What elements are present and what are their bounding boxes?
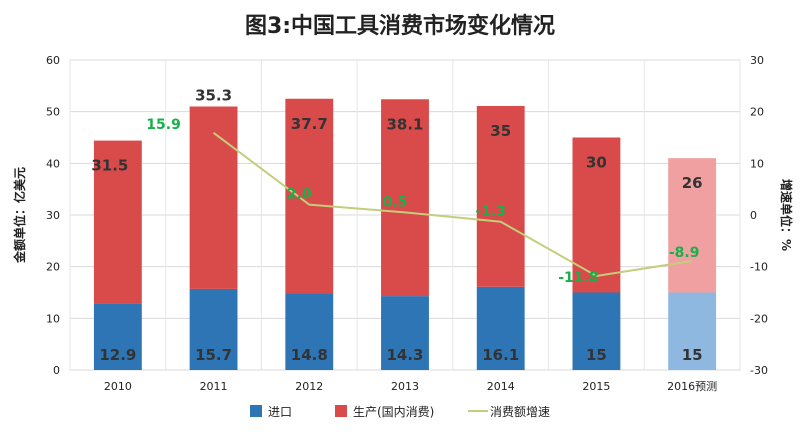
data-label-import: 12.9	[99, 346, 136, 364]
data-label-growth: -11.8	[558, 270, 598, 286]
legend-entry: 消费额增速	[490, 405, 550, 419]
bar-series	[93, 98, 717, 370]
x-tick-label: 2011	[200, 380, 228, 393]
data-label-growth: 15.9	[146, 117, 181, 133]
data-label-production: 35.3	[195, 87, 232, 105]
bar-import-2015	[572, 292, 621, 370]
x-tick-label: 2015	[582, 380, 610, 393]
y-tick-label: 50	[46, 106, 60, 119]
growth-line	[212, 132, 693, 278]
y2-axis-label: 增速单位：%	[779, 179, 794, 251]
data-label-import: 15	[682, 346, 703, 364]
legend-entry: 生产(国内消费)	[353, 405, 434, 419]
x-tick-label: 2013	[391, 380, 419, 393]
y-tick-label: 20	[46, 261, 60, 274]
bar-import-2014	[476, 286, 525, 370]
y2-tick-label: 30	[750, 54, 764, 67]
y-tick-label: 0	[53, 364, 60, 377]
grid-lines	[69, 59, 741, 371]
x-tick-label: 2016预测	[667, 380, 717, 393]
bar-production-2010	[93, 140, 142, 304]
y2-tick-label: -10	[750, 261, 768, 274]
y-tick-label: 10	[46, 312, 60, 325]
y2-tick-label: 20	[750, 106, 764, 119]
data-label-import: 15	[586, 346, 607, 364]
legend-entry: 进口	[268, 405, 292, 419]
data-label-import: 15.7	[195, 346, 232, 364]
x-tick-label: 2014	[487, 380, 515, 393]
bar-import-2012	[285, 293, 334, 370]
x-tick-label: 2010	[104, 380, 132, 393]
data-label-production: 37.7	[291, 115, 328, 133]
data-label-growth: 2.0	[287, 187, 312, 203]
data-label-import: 14.3	[386, 346, 423, 364]
y2-tick-label: 10	[750, 157, 764, 170]
bar-production-2011	[189, 106, 238, 289]
axes: 0 10 20 30 40 50 60 -30 -20 -10 0 10 20 30 2010 2011 201…	[12, 54, 794, 393]
data-label-production: 31.5	[91, 157, 128, 175]
data-label-production: 30	[586, 154, 607, 172]
data-label-growth: 0.5	[383, 194, 408, 210]
bar-production-2016预测	[668, 158, 717, 293]
y2-tick-label: -30	[750, 364, 768, 377]
y2-tick-label: -20	[750, 312, 768, 325]
y-tick-label: 30	[46, 209, 60, 222]
data-label-production: 38.1	[386, 115, 423, 133]
data-label-import: 16.1	[482, 346, 519, 364]
growth-line-series	[212, 132, 693, 278]
y2-tick-label: 0	[750, 209, 757, 222]
bar-production-2014	[476, 105, 525, 287]
bar-production-2012	[285, 98, 334, 294]
legend-swatch	[250, 405, 262, 417]
data-label-production: 26	[682, 174, 703, 192]
y-tick-label: 60	[46, 54, 60, 67]
y-axis-label: 金额单位：亿美元	[12, 167, 27, 264]
data-label-import: 14.8	[291, 346, 328, 364]
bar-production-2013	[381, 99, 429, 297]
bar-import-2011	[189, 288, 238, 370]
y-tick-label: 40	[46, 157, 60, 170]
bar-import-2013	[381, 296, 429, 370]
legend: 进口 生产(国内消费) 消费额增速	[250, 405, 550, 419]
chart-title: 图3:中国工具消费市场变化情况	[245, 13, 555, 39]
data-labels: 12.9 31.5 15.7 35.3 14.8 37.7 14.3 38.1 16.1 35 15…	[91, 87, 702, 365]
bar-import-2016预测	[668, 292, 717, 370]
bar-import-2010	[93, 303, 142, 370]
data-label-growth: -1.3	[475, 204, 506, 220]
data-label-production: 35	[490, 122, 511, 140]
data-label-growth: -8.9	[669, 245, 700, 261]
x-tick-label: 2012	[295, 380, 323, 393]
legend-swatch	[335, 405, 347, 417]
